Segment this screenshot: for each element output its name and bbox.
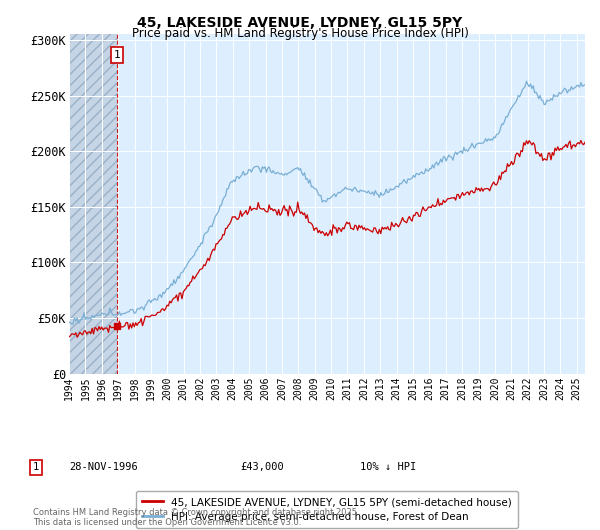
Text: 1: 1 <box>33 463 39 472</box>
Text: 45, LAKESIDE AVENUE, LYDNEY, GL15 5PY: 45, LAKESIDE AVENUE, LYDNEY, GL15 5PY <box>137 16 463 30</box>
Text: 28-NOV-1996: 28-NOV-1996 <box>69 463 138 472</box>
Bar <box>69 34 117 374</box>
Text: 1: 1 <box>113 50 120 60</box>
Text: 10% ↓ HPI: 10% ↓ HPI <box>360 463 416 472</box>
Legend: 45, LAKESIDE AVENUE, LYDNEY, GL15 5PY (semi-detached house), HPI: Average price,: 45, LAKESIDE AVENUE, LYDNEY, GL15 5PY (s… <box>136 491 518 528</box>
Text: Contains HM Land Registry data © Crown copyright and database right 2025.
This d: Contains HM Land Registry data © Crown c… <box>33 508 359 527</box>
Text: £43,000: £43,000 <box>240 463 284 472</box>
Text: Price paid vs. HM Land Registry's House Price Index (HPI): Price paid vs. HM Land Registry's House … <box>131 26 469 40</box>
